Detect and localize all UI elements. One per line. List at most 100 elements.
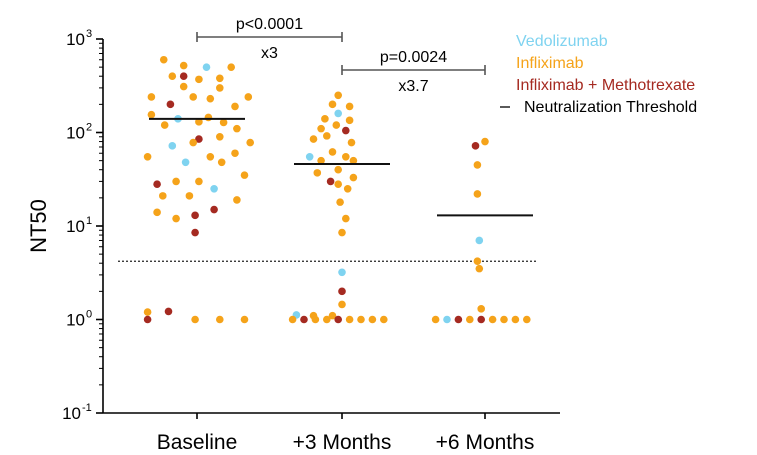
legend-label: Infliximab + Methotrexate [516, 77, 695, 94]
data-point [189, 138, 197, 147]
data-point [172, 177, 180, 186]
data-point [342, 152, 350, 161]
data-point [210, 184, 218, 193]
data-point [334, 180, 343, 188]
data-point [328, 148, 337, 156]
data-points [143, 55, 531, 324]
y-tick-label: 10 [66, 217, 85, 236]
data-point [216, 315, 224, 324]
data-point [143, 152, 152, 161]
data-point [300, 315, 308, 324]
data-point [206, 152, 215, 161]
data-point [311, 315, 320, 324]
data-point [168, 72, 177, 81]
data-point [143, 308, 152, 316]
data-point [328, 311, 337, 320]
data-point [244, 93, 253, 101]
data-point [179, 61, 188, 70]
data-point [189, 93, 197, 101]
data-point [349, 156, 358, 165]
data-point [153, 180, 161, 188]
data-point [338, 287, 346, 296]
data-point [523, 315, 531, 324]
data-point [166, 100, 175, 109]
data-point [473, 161, 482, 169]
data-point [313, 169, 322, 177]
data-point [246, 138, 254, 147]
data-point [159, 55, 168, 64]
data-point [345, 102, 354, 111]
data-point [328, 100, 337, 109]
data-point [233, 196, 241, 204]
data-point [338, 228, 346, 237]
legend-label: Vedolizumab [516, 33, 608, 50]
data-point [204, 113, 213, 122]
data-point [368, 315, 377, 324]
y-tick-label: 10 [66, 30, 85, 49]
p-value-label: p<0.0001 [236, 16, 303, 33]
data-point [471, 142, 480, 150]
data-point [216, 74, 224, 83]
data-point [477, 315, 486, 324]
data-point [309, 135, 318, 143]
p-value-label: p=0.0024 [380, 49, 447, 66]
data-point [195, 135, 203, 143]
data-point [488, 315, 497, 324]
y-tick-label: 10 [66, 124, 85, 143]
x-categories: Baseline +3 Months +6 Months [157, 431, 535, 454]
y-tick-exponent: 3 [86, 28, 92, 40]
data-point [153, 208, 161, 217]
data-point [179, 72, 188, 81]
data-point [317, 156, 325, 165]
data-point [195, 75, 203, 84]
data-point [191, 211, 199, 220]
data-point [147, 93, 156, 101]
data-point [342, 126, 350, 135]
data-point [511, 315, 520, 324]
data-point [305, 152, 314, 161]
data-point [323, 132, 331, 140]
y-tick-exponent: 0 [86, 309, 92, 321]
data-point [380, 315, 388, 324]
data-point [454, 315, 463, 324]
data-point [185, 192, 194, 200]
data-point [338, 300, 346, 309]
median-lines [149, 117, 533, 217]
data-point [240, 315, 249, 324]
legend-label: Infliximab [516, 55, 584, 72]
data-point [219, 118, 228, 127]
data-point [326, 177, 335, 186]
data-point [345, 116, 354, 125]
x-category-label: Baseline [157, 431, 238, 454]
data-point [168, 142, 177, 150]
x-category-label: +3 Months [293, 431, 392, 454]
fold-change-label: x3 [261, 45, 278, 62]
data-point [202, 63, 211, 71]
data-point [475, 236, 484, 245]
data-point [334, 109, 343, 118]
data-point [323, 315, 331, 324]
data-point [160, 121, 169, 129]
data-point [345, 315, 354, 324]
data-point [347, 138, 356, 147]
y-tick-exponent: 1 [86, 215, 92, 227]
data-point [431, 315, 440, 324]
data-point [342, 214, 350, 223]
y-axis-label: NT50 [26, 199, 51, 253]
y-tick-label: 10 [62, 404, 81, 423]
data-point [191, 315, 199, 324]
data-point [332, 121, 341, 129]
data-point [336, 198, 344, 206]
data-point [343, 184, 352, 193]
data-point [191, 228, 199, 237]
data-point [143, 315, 152, 324]
data-point [147, 110, 156, 119]
data-point [210, 205, 218, 214]
data-point [179, 82, 188, 91]
axes [102, 39, 560, 419]
legend: Vedolizumab Infliximab Infliximab + Methot… [500, 33, 697, 116]
data-point [217, 158, 226, 167]
data-point [500, 315, 508, 324]
